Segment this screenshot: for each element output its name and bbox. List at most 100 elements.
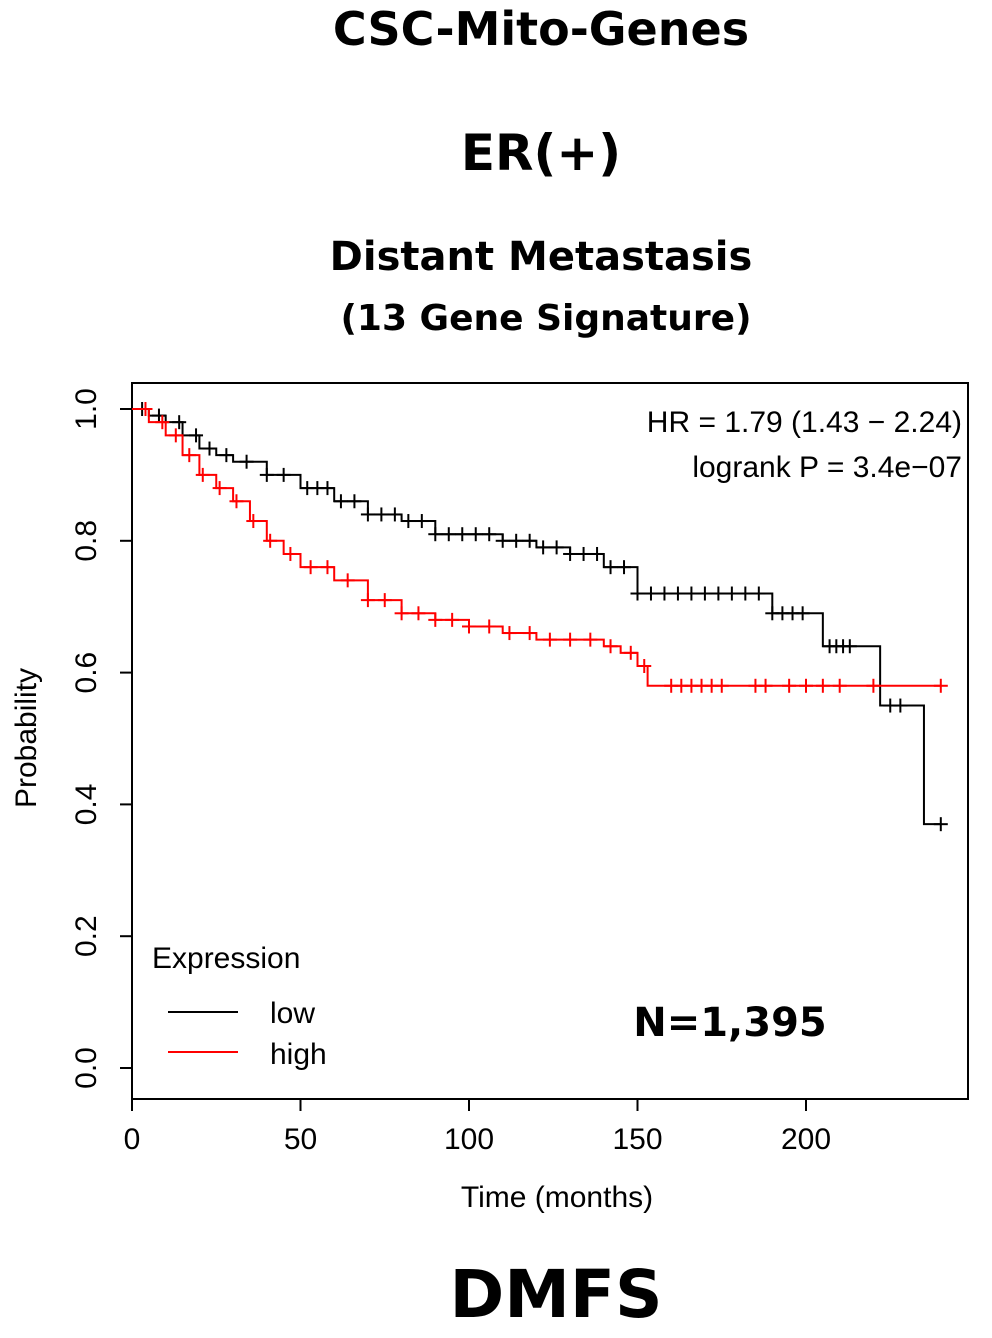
- censor-mark-low: [643, 586, 658, 601]
- censor-mark-low: [711, 586, 726, 601]
- censor-mark-low: [401, 514, 416, 529]
- censor-mark-low: [428, 527, 443, 542]
- censor-mark-low: [795, 606, 810, 621]
- footer-label: DMFS: [449, 1256, 663, 1333]
- y-tick-label: 0.6: [70, 652, 103, 694]
- censor-mark-low: [455, 527, 470, 542]
- censor-mark-high: [168, 428, 183, 443]
- censor-mark-low: [893, 698, 908, 713]
- y-tick-label: 0.0: [70, 1047, 103, 1089]
- censor-mark-high: [212, 481, 227, 496]
- censor-mark-low: [549, 540, 564, 555]
- censor-mark-low: [684, 586, 699, 601]
- censor-mark-low: [259, 467, 274, 482]
- censor-mark-high: [445, 612, 460, 627]
- legend-title: Expression: [152, 942, 300, 975]
- censor-mark-high: [758, 678, 773, 693]
- censor-mark-low: [576, 546, 591, 561]
- y-axis-label: Probability: [10, 668, 43, 808]
- censor-mark-low: [333, 494, 348, 509]
- censor-mark-high: [283, 546, 298, 561]
- censor-mark-low: [509, 533, 524, 548]
- x-tick-label: 150: [612, 1123, 662, 1156]
- censor-mark-low: [172, 415, 187, 430]
- km-curve-high: [132, 408, 941, 687]
- censor-mark-low: [387, 507, 402, 522]
- x-axis-label: Time (months): [461, 1181, 653, 1214]
- series-layer: [132, 402, 948, 832]
- censor-mark-low: [414, 514, 429, 529]
- hazard-ratio: HR = 1.79 (1.43 − 2.24): [647, 406, 962, 439]
- x-tick-label: 200: [781, 1123, 831, 1156]
- legend-label-high: high: [270, 1038, 327, 1071]
- censor-mark-low: [347, 494, 362, 509]
- censor-mark-low: [522, 533, 537, 548]
- y-tick-label: 1.0: [70, 388, 103, 430]
- subgroup-title: ER(+): [460, 124, 622, 182]
- x-tick-label: 50: [284, 1123, 317, 1156]
- censor-mark-low: [276, 467, 291, 482]
- censor-mark-low: [657, 586, 672, 601]
- censor-mark-low: [202, 441, 217, 456]
- censor-mark-high: [502, 626, 517, 641]
- censor-mark-high: [714, 678, 729, 693]
- y-tick-label: 0.4: [70, 784, 103, 826]
- censor-mark-high: [799, 678, 813, 693]
- signature-title: (13 Gene Signature): [340, 298, 752, 339]
- censor-mark-high: [637, 659, 652, 674]
- censor-mark-low: [738, 586, 753, 601]
- censor-mark-high: [155, 415, 170, 430]
- censor-mark-high: [138, 402, 153, 416]
- censor-mark-high: [303, 560, 318, 575]
- censor-mark-high: [428, 612, 443, 627]
- censor-mark-low: [617, 560, 632, 575]
- censor-mark-high: [563, 632, 578, 647]
- legend-label-low: low: [270, 997, 315, 1030]
- censor-mark-low: [563, 546, 578, 561]
- censor-mark-high: [482, 619, 497, 634]
- main-title: CSC-Mito-Genes: [332, 2, 750, 56]
- censor-mark-low: [842, 639, 857, 654]
- censor-mark-high: [229, 494, 244, 509]
- censor-mark-high: [320, 560, 335, 575]
- censor-mark-low: [441, 527, 456, 542]
- censor-mark-high: [933, 678, 948, 693]
- censor-mark-high: [522, 626, 537, 641]
- censor-mark-high: [340, 573, 355, 588]
- censor-mark-high: [603, 639, 618, 654]
- censor-mark-high: [377, 593, 392, 608]
- censor-mark-low: [751, 586, 766, 601]
- censor-mark-low: [320, 481, 335, 496]
- censor-mark-high: [263, 533, 278, 548]
- censor-mark-high: [815, 678, 830, 693]
- censor-mark-low: [536, 540, 551, 555]
- x-tick-label: 0: [124, 1123, 141, 1156]
- censor-mark-high: [246, 514, 261, 529]
- censor-mark-low: [603, 560, 618, 575]
- censor-mark-high: [782, 678, 797, 693]
- censor-mark-low: [151, 408, 166, 423]
- censor-mark-low: [590, 546, 605, 561]
- y-tick-label: 0.8: [70, 520, 103, 562]
- y-tick-label: 0.2: [70, 915, 103, 957]
- censor-mark-low: [933, 817, 948, 832]
- censor-mark-low: [239, 454, 254, 469]
- censor-mark-low: [630, 586, 645, 601]
- censor-mark-low: [724, 586, 739, 601]
- censor-mark-high: [462, 619, 476, 634]
- censor-mark-high: [411, 606, 426, 621]
- censor-mark-low: [697, 586, 712, 601]
- censor-mark-high: [623, 645, 638, 660]
- censor-mark-low: [189, 428, 204, 443]
- censor-mark-high: [182, 448, 197, 463]
- censor-mark-high: [195, 467, 210, 482]
- y-axis: 0.0 0.2 0.4 0.6 0.8 1.0: [70, 388, 132, 1089]
- censor-mark-low: [495, 533, 510, 548]
- censor-mark-low: [360, 507, 375, 522]
- censor-mark-low: [219, 448, 234, 463]
- x-tick-label: 100: [444, 1123, 494, 1156]
- plot-frame: [131, 382, 969, 1100]
- censor-mark-low: [670, 586, 685, 601]
- censor-mark-high: [360, 593, 375, 608]
- censor-mark-high: [583, 632, 598, 647]
